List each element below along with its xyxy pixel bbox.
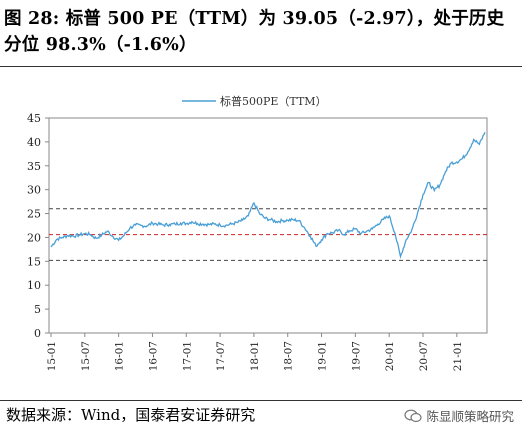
y-tick-label: 20 bbox=[27, 231, 41, 244]
x-tick-label: 18-01 bbox=[249, 341, 261, 371]
x-tick-label: 16-07 bbox=[147, 341, 159, 371]
plot-frame bbox=[48, 117, 488, 334]
series-line-sp500-pe bbox=[50, 132, 486, 260]
legend-label: 标普500PE（TTM） bbox=[220, 94, 327, 108]
x-tick-label: 19-01 bbox=[317, 341, 329, 371]
data-source: 数据来源：Wind，国泰君安证券研究 bbox=[6, 406, 256, 424]
top-rule bbox=[0, 66, 522, 67]
y-axis: 0 5 10 15 20 25 30 35 40 45 bbox=[27, 112, 49, 340]
wechat-icon bbox=[404, 409, 423, 422]
y-tick-label: 0 bbox=[34, 327, 41, 340]
bottom-rule bbox=[0, 400, 522, 401]
reference-lines bbox=[49, 208, 487, 261]
x-tick-label: 20-01 bbox=[384, 341, 396, 371]
y-tick-label: 15 bbox=[27, 255, 41, 268]
y-tick-label: 40 bbox=[27, 136, 41, 149]
x-tick-label: 18-07 bbox=[283, 341, 295, 371]
legend: 标普500PE（TTM） bbox=[182, 94, 327, 108]
x-axis: 15-01 15-07 16-01 16-07 17-01 17-07 18-01 18-07… bbox=[46, 333, 464, 371]
x-tick-label: 16-01 bbox=[114, 341, 126, 371]
y-tick-label: 35 bbox=[27, 160, 41, 173]
watermark: 陈显顺策略研究 bbox=[404, 406, 514, 425]
watermark-text: 陈显顺策略研究 bbox=[426, 409, 514, 424]
x-tick-label: 17-01 bbox=[181, 341, 193, 371]
x-tick-label: 20-07 bbox=[418, 341, 430, 371]
x-tick-label: 15-01 bbox=[46, 341, 58, 371]
y-tick-label: 10 bbox=[27, 279, 41, 292]
chart-title: 图 28: 标普 500 PE（TTM）为 39.05（-2.97），处于历史分… bbox=[4, 9, 505, 55]
y-tick-label: 45 bbox=[27, 112, 41, 125]
x-tick-label: 19-07 bbox=[350, 341, 362, 371]
x-tick-label: 15-07 bbox=[80, 341, 92, 371]
x-tick-label: 17-07 bbox=[215, 341, 227, 371]
y-tick-label: 30 bbox=[27, 184, 41, 197]
x-tick-label: 21-01 bbox=[452, 341, 464, 371]
y-tick-label: 5 bbox=[34, 303, 41, 316]
y-tick-label: 25 bbox=[27, 208, 41, 221]
